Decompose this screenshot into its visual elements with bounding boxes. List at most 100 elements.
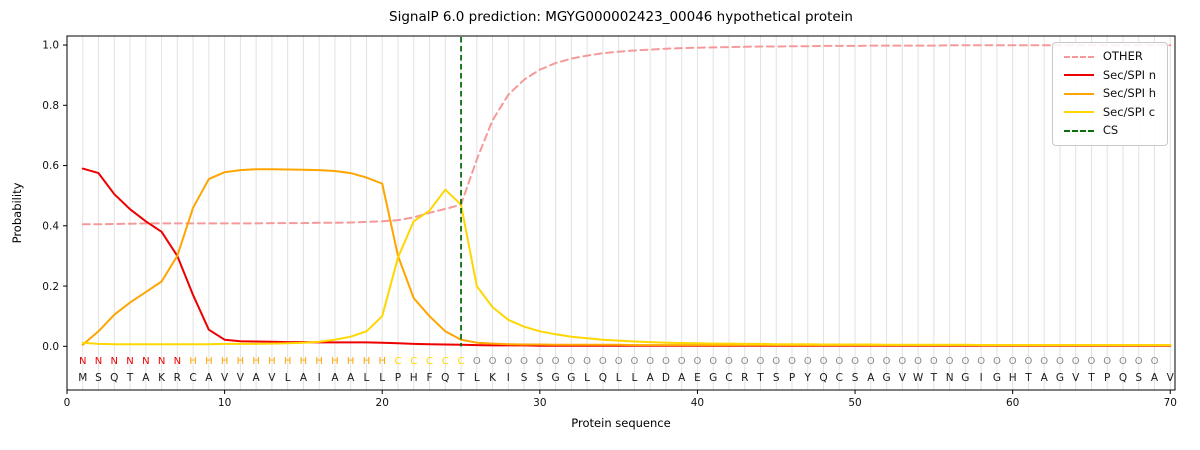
region-label: O [820,356,828,367]
x-tick-label: 0 [64,397,71,409]
residue-label: I [980,372,983,384]
region-label: O [1151,356,1159,367]
residue-label: S [1135,372,1142,384]
residue-label: P [789,372,795,384]
region-label: O [583,356,591,367]
region-label: H [252,356,260,367]
y-tick-label: 0.0 [42,341,59,353]
residue-label: G [1056,372,1064,384]
axes-border [66,35,1176,391]
residue-label: E [694,372,701,384]
region-label: N [111,356,118,367]
x-tick-label: 60 [1006,397,1019,409]
legend: OTHER Sec/SPI n Sec/SPI h Sec/SPI c CS [1051,42,1168,146]
residue-label: I [318,372,321,384]
region-label: O [772,356,780,367]
region-label: C [410,356,417,367]
residue-label: M [78,372,87,384]
residue-label: L [364,372,370,384]
residue-label: G [883,372,891,384]
region-label: O [1135,356,1143,367]
region-label: H [300,356,308,367]
region-label: C [394,356,401,367]
legend-line-sample [1063,92,1094,95]
y-tick-label: 0.2 [42,281,59,293]
residue-label: G [993,372,1001,384]
plot-background [67,36,1175,390]
residue-label: S [852,372,859,384]
residue-label: W [913,372,924,384]
residue-label: G [552,372,560,384]
residue-label: C [725,372,732,384]
residue-label: T [1024,372,1032,384]
residue-label: L [379,372,385,384]
residue-label: R [174,372,181,384]
legend-label: Sec/SPI c [1102,104,1156,119]
residue-label: A [142,372,150,384]
region-label: O [788,356,796,367]
residue-label: S [773,372,780,384]
residue-label: D [662,372,670,384]
region-label: O [615,356,623,367]
residue-label: V [237,372,245,384]
residue-label: I [507,372,510,384]
region-label: O [1056,356,1064,367]
residue-label: T [126,372,134,384]
y-tick-label: 0.6 [42,160,59,172]
region-label: C [442,356,449,367]
region-label: O [536,356,544,367]
residue-label: T [756,372,764,384]
region-label: O [977,356,985,367]
residue-label: K [489,372,497,384]
region-label: O [898,356,906,367]
region-label: O [930,356,938,367]
residue-label: V [1072,372,1080,384]
legend-item-sec-spi-n: Sec/SPI n [1063,69,1156,82]
residue-label: R [741,372,748,384]
residue-label: L [584,372,590,384]
residue-label: A [253,372,261,384]
region-label: O [678,356,686,367]
legend-label: OTHER [1102,49,1143,63]
residue-label: Q [1119,372,1127,384]
region-label: O [993,356,1001,367]
y-tick-label: 0.4 [42,221,59,233]
region-label: H [221,356,229,367]
residue-label: V [268,372,276,384]
y-tick-label: 0.8 [42,100,59,112]
region-label: H [189,356,197,367]
legend-line-sample [1063,129,1094,132]
residue-label: A [678,372,686,384]
residue-label: A [331,372,339,384]
residue-label: A [300,372,308,384]
legend-item-other: OTHER [1063,49,1156,63]
legend-label: Sec/SPI h [1102,86,1156,100]
y-tick-label: 1.0 [42,40,59,52]
region-label: O [567,356,575,367]
region-label: O [520,356,528,367]
region-label: O [757,356,765,367]
x-tick-label: 20 [376,397,389,409]
residue-label: C [189,372,196,384]
region-label: C [458,356,465,367]
region-label: O [1024,356,1032,367]
residue-label: T [457,372,465,384]
residue-label: V [221,372,229,384]
legend-item-sec-spi-c: Sec/SPI c [1063,104,1156,119]
residue-label: S [521,372,528,384]
residue-label: L [474,372,480,384]
region-label: O [1119,356,1127,367]
region-label: O [851,356,859,367]
region-label: O [914,356,922,367]
residue-label: T [930,372,938,384]
residue-label: L [285,372,291,384]
residue-label: T [1087,372,1095,384]
residue-label: K [158,372,166,384]
region-label: N [174,356,181,367]
residue-label: Q [441,372,449,384]
residue-label: Y [804,372,812,384]
region-label: H [331,356,339,367]
region-label: O [630,356,638,367]
x-tick-label: 40 [691,397,704,409]
